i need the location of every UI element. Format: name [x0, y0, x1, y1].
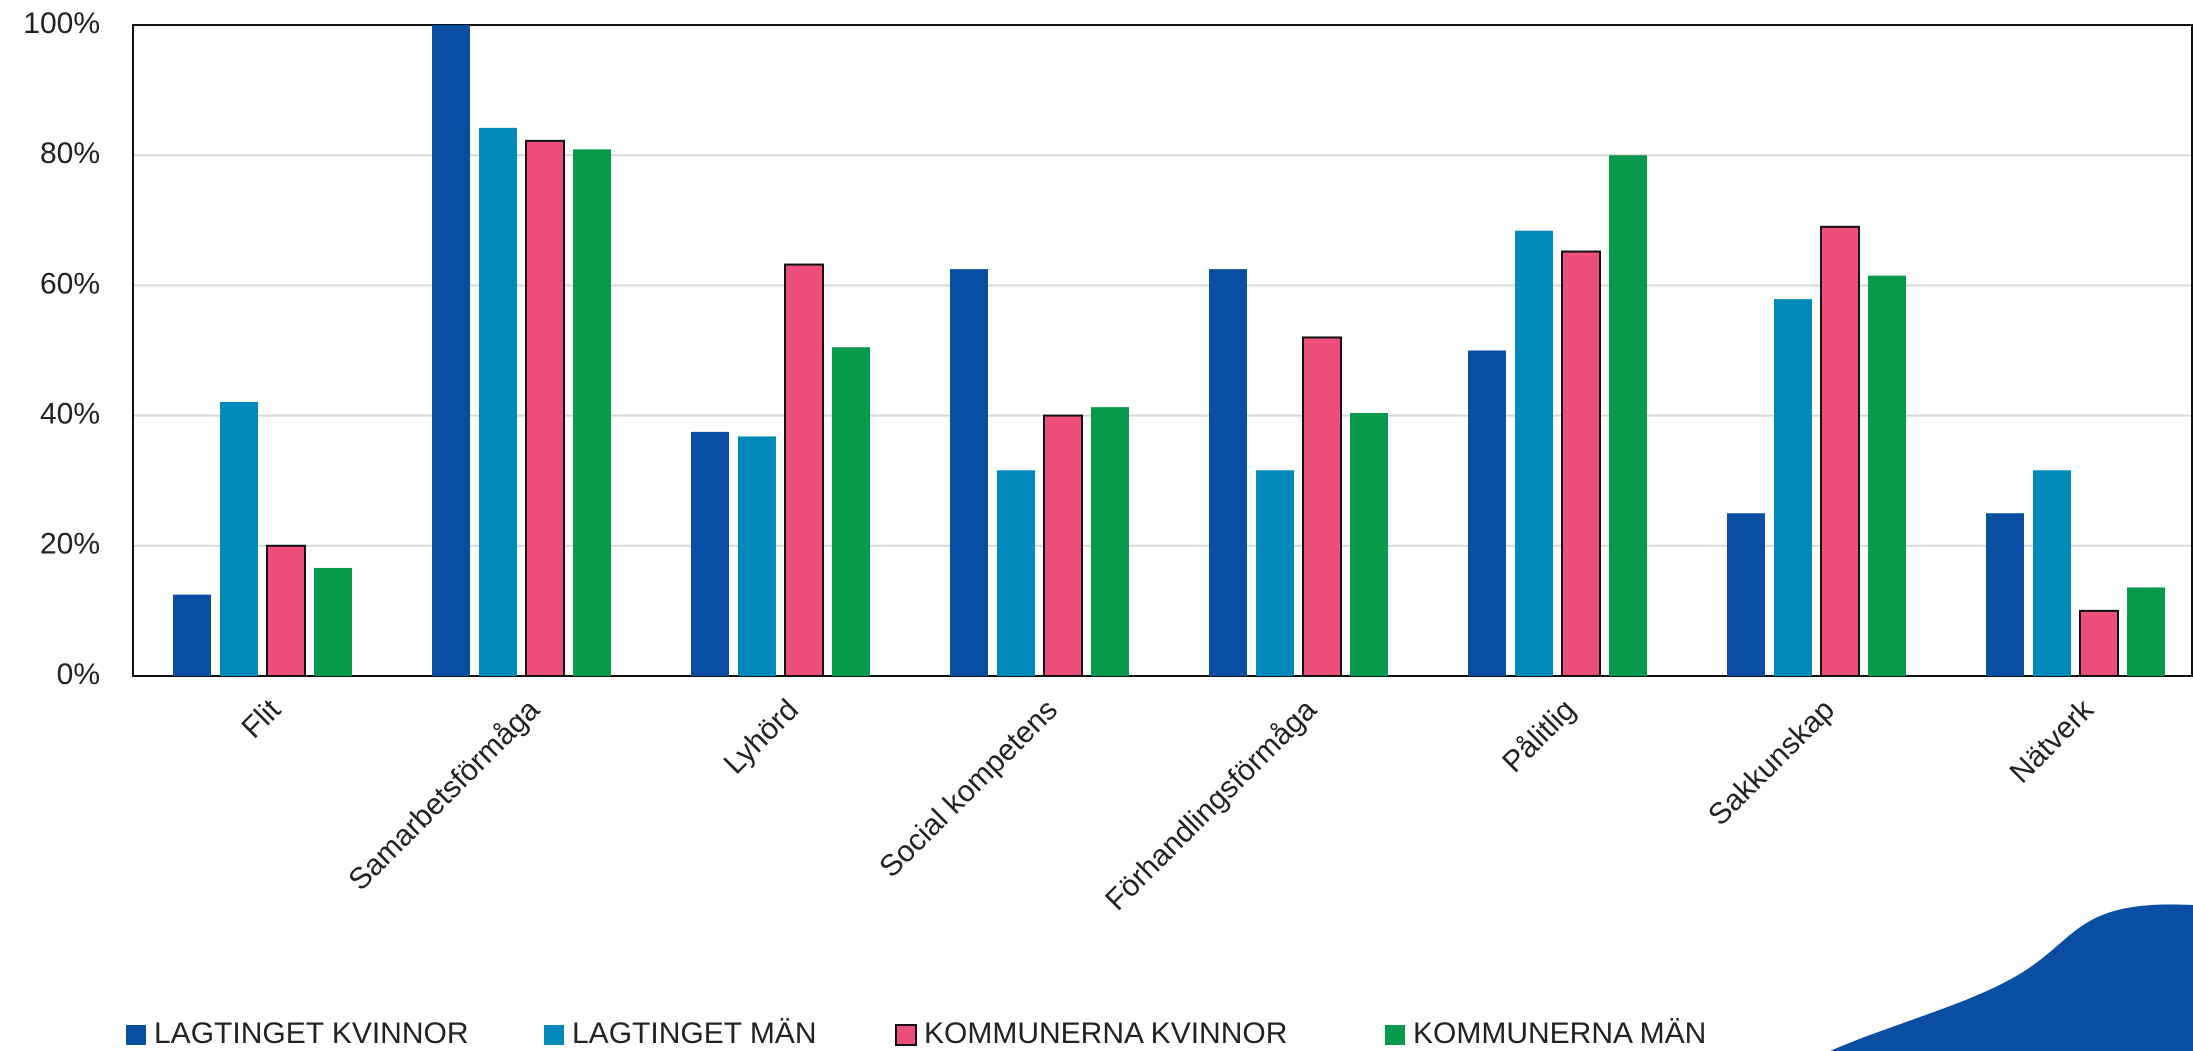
bar — [314, 567, 352, 676]
legend-swatch — [544, 1025, 564, 1045]
bar — [479, 127, 517, 676]
y-tick-label: 40% — [40, 398, 100, 431]
legend-label: KOMMUNERNA MÄN — [1413, 1017, 1706, 1050]
x-tick-label: Förhandlingsförmåga — [1099, 693, 1323, 917]
bar — [1302, 336, 1342, 677]
bar — [2033, 470, 2071, 676]
bar — [1350, 412, 1388, 676]
bar — [997, 470, 1035, 676]
legend-label: LAGTINGET KVINNOR — [154, 1017, 469, 1050]
y-tick-label: 100% — [23, 7, 100, 40]
x-tick-label: Nätverk — [2004, 693, 2101, 790]
x-tick-label: Pålitlig — [1496, 693, 1582, 779]
bar — [832, 347, 870, 676]
bar — [432, 25, 470, 676]
legend-swatch — [1385, 1025, 1405, 1045]
bar — [738, 436, 776, 676]
bar — [573, 149, 611, 676]
bar — [1209, 269, 1247, 676]
bar — [1468, 350, 1506, 676]
bar — [1091, 407, 1129, 676]
y-tick-label: 60% — [40, 267, 100, 300]
legend-swatch — [126, 1025, 146, 1045]
x-tick-label: Lyhörd — [718, 693, 805, 780]
y-tick-label: 20% — [40, 528, 100, 561]
bar — [173, 594, 211, 676]
bar — [1561, 250, 1601, 677]
bar — [2127, 587, 2165, 676]
bar — [1986, 513, 2024, 676]
bar — [2079, 609, 2119, 678]
bar — [525, 139, 565, 678]
bar — [1774, 299, 1812, 676]
bar — [1043, 414, 1083, 677]
legend-label: KOMMUNERNA KVINNOR — [924, 1017, 1287, 1050]
y-tick-label: 80% — [40, 137, 100, 170]
bar — [266, 544, 306, 677]
plot-frame — [132, 24, 2193, 677]
x-tick-label: Flit — [235, 693, 287, 745]
x-tick-label: Social kompetens — [873, 693, 1064, 884]
legend-swatch — [895, 1024, 917, 1046]
bar — [1820, 225, 1860, 677]
bar — [784, 263, 824, 677]
legend-label: LAGTINGET MÄN — [572, 1017, 816, 1050]
bar — [1515, 230, 1553, 676]
bar — [1609, 155, 1647, 676]
bar — [1727, 513, 1765, 676]
bar — [691, 431, 729, 676]
x-tick-label: Samarbetsförmåga — [342, 693, 546, 897]
bar — [220, 401, 258, 676]
x-tick-label: Sakkunskap — [1702, 693, 1841, 832]
bar — [1868, 275, 1906, 676]
bar — [1256, 470, 1294, 676]
decoration — [1830, 904, 2193, 1051]
bar — [950, 269, 988, 676]
y-tick-label: 0% — [57, 658, 100, 691]
